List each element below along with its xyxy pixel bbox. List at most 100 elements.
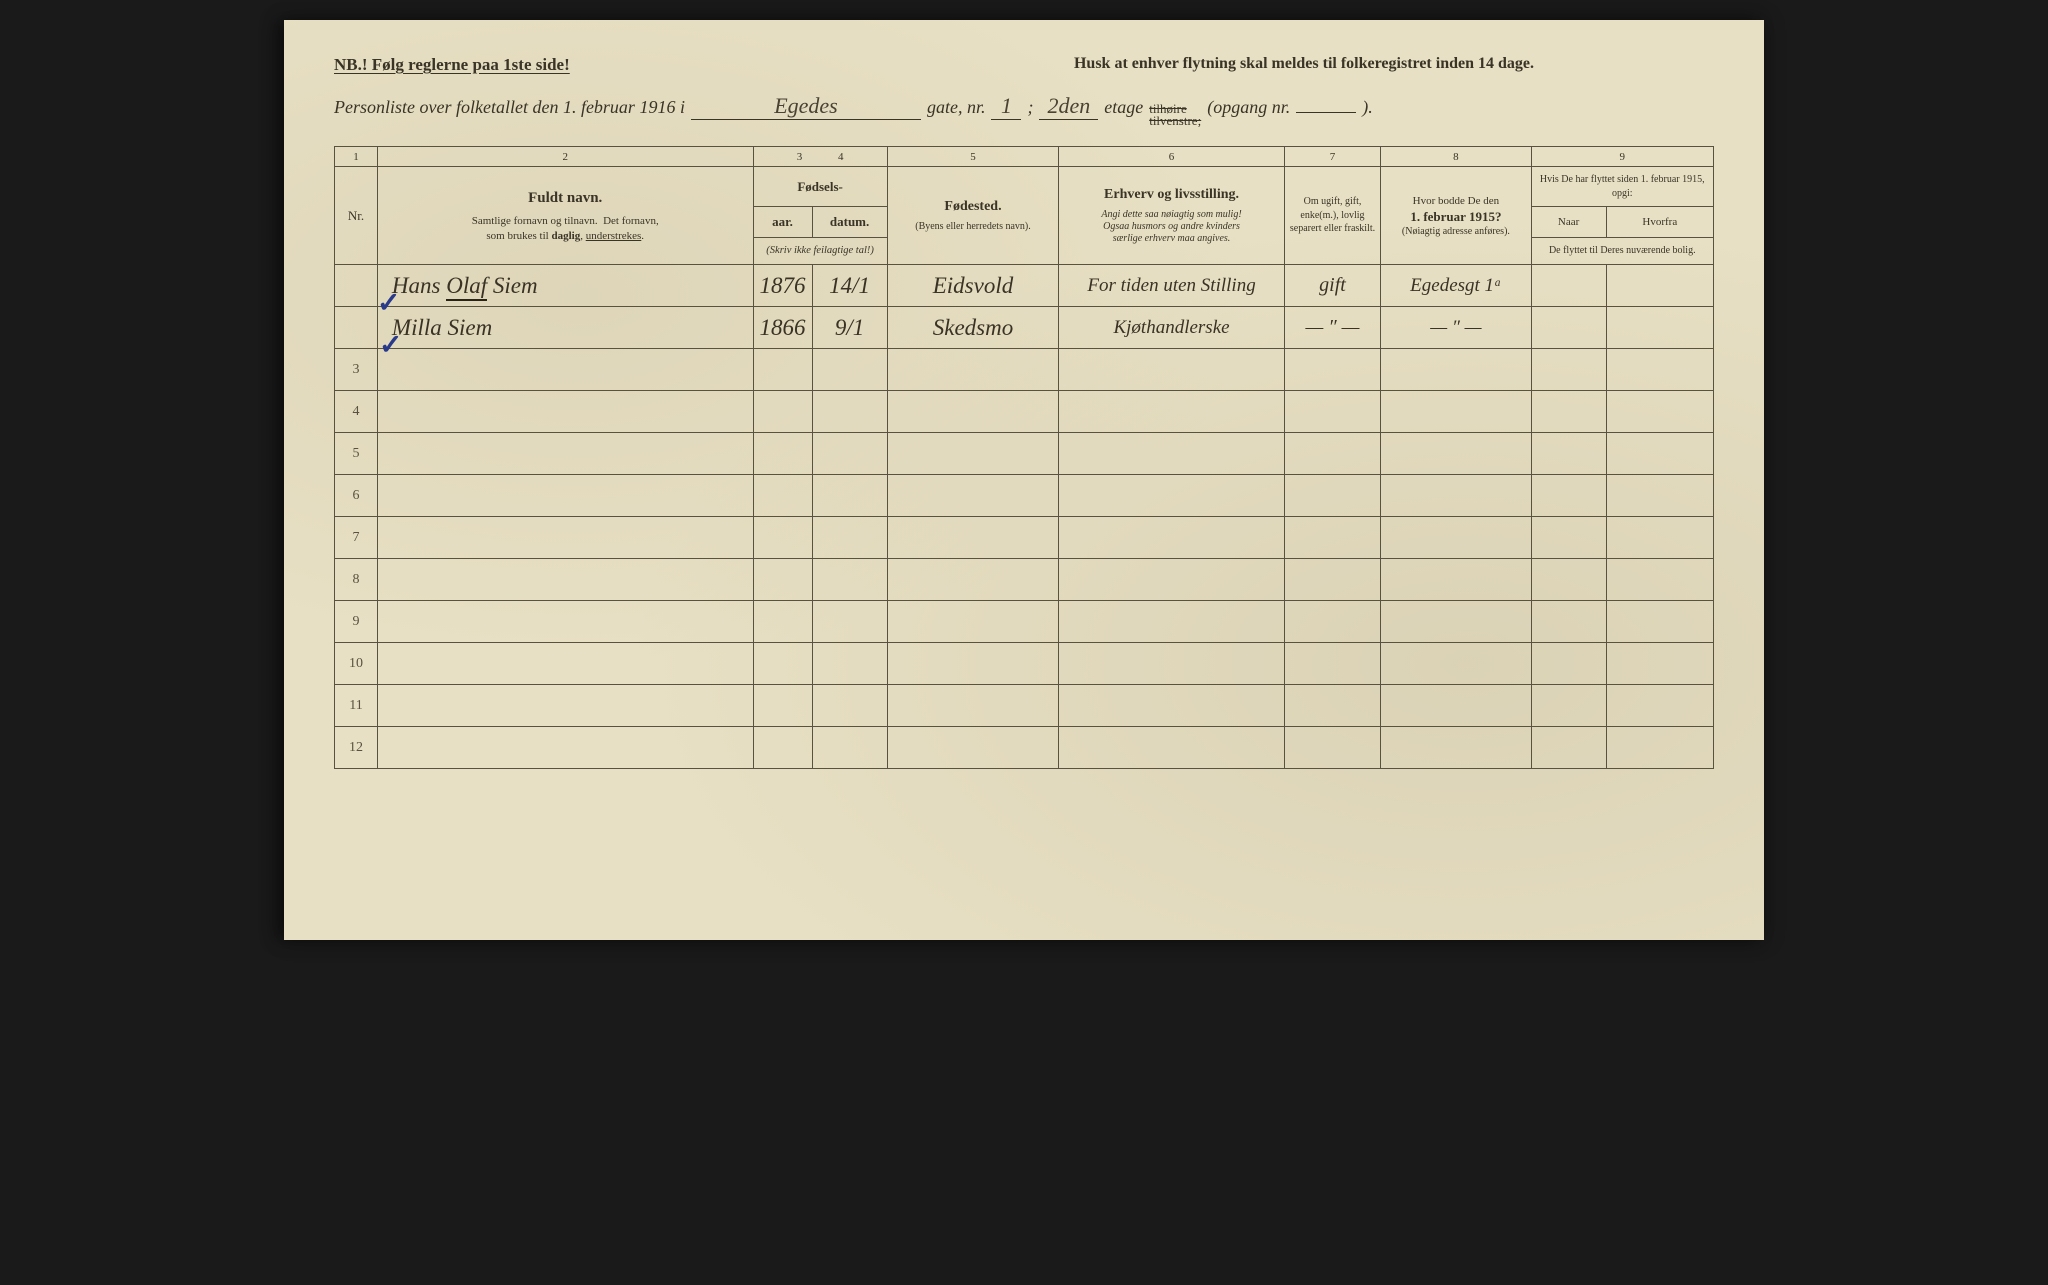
cell-ugift [1284, 601, 1381, 643]
cell-aar: 1866 [753, 307, 812, 349]
cell-fodested [887, 685, 1059, 727]
column-number-row: 1 2 3 4 5 6 7 8 9 [335, 147, 1714, 167]
cell-erhverv [1059, 601, 1284, 643]
cell-bodde [1381, 559, 1531, 601]
opgang-field [1296, 112, 1356, 113]
table-row: 8 [335, 559, 1714, 601]
cell-naar [1531, 643, 1606, 685]
table-row: 9 [335, 601, 1714, 643]
cell-naar [1531, 559, 1606, 601]
cell-navn: Milla Siem [377, 307, 753, 349]
cell-nr: 6 [335, 475, 378, 517]
colnum-34: 3 4 [753, 147, 887, 167]
cell-hvorfra [1606, 727, 1713, 769]
cell-nr: 12 [335, 727, 378, 769]
cell-navn [377, 517, 753, 559]
cell-hvorfra [1606, 685, 1713, 727]
header-row-1: Nr. Fuldt navn. Samtlige fornavn og tiln… [335, 167, 1714, 207]
cell-naar [1531, 307, 1606, 349]
cell-erhverv [1059, 349, 1284, 391]
cell-navn [377, 601, 753, 643]
cell-naar [1531, 601, 1606, 643]
cell-bodde: Egedesgt 1ᵃ [1381, 265, 1531, 307]
cell-nr: 8 [335, 559, 378, 601]
husk-reminder: Husk at enhver flytning skal meldes til … [1074, 55, 1534, 75]
table-row: 4 [335, 391, 1714, 433]
cell-bodde [1381, 391, 1531, 433]
cell-nr: 9 [335, 601, 378, 643]
cell-erhverv [1059, 475, 1284, 517]
cell-hvorfra [1606, 265, 1713, 307]
cell-erhverv [1059, 433, 1284, 475]
cell-navn [377, 643, 753, 685]
cell-bodde [1381, 685, 1531, 727]
cell-erhverv: For tiden uten Stilling [1059, 265, 1284, 307]
cell-hvorfra [1606, 643, 1713, 685]
table-row: 6 [335, 475, 1714, 517]
cell-datum [812, 517, 887, 559]
semicolon: ; [1027, 97, 1033, 118]
cell-aar [753, 559, 812, 601]
cell-hvorfra [1606, 475, 1713, 517]
cell-erhverv [1059, 517, 1284, 559]
th-naar: Naar [1531, 207, 1606, 238]
header-line-2: Personliste over folketallet den 1. febr… [334, 93, 1714, 126]
cell-erhverv [1059, 685, 1284, 727]
cell-aar [753, 391, 812, 433]
table-row: 10 [335, 643, 1714, 685]
th-aar: aar. [753, 207, 812, 238]
cell-navn [377, 349, 753, 391]
cell-hvorfra [1606, 307, 1713, 349]
cell-ugift [1284, 643, 1381, 685]
th-flyttet: Hvis De har flyttet siden 1. februar 191… [1531, 167, 1713, 207]
cell-fodested [887, 433, 1059, 475]
cell-nr: 4 [335, 391, 378, 433]
cell-aar: 1876 [753, 265, 812, 307]
personliste-label: Personliste over folketallet den 1. febr… [334, 97, 685, 118]
cell-fodested [887, 727, 1059, 769]
th-navn-title: Fuldt navn. [382, 188, 749, 208]
cell-aar [753, 433, 812, 475]
cell-bodde: — ″ — [1381, 307, 1531, 349]
cell-aar [753, 475, 812, 517]
cell-aar [753, 601, 812, 643]
cell-datum [812, 727, 887, 769]
cell-erhverv: Kjøthandlerske [1059, 307, 1284, 349]
th-skriv-ikke: (Skriv ikke feilagtige tal!) [753, 237, 887, 264]
gate-label: gate, nr. [927, 97, 986, 118]
table-row: 3 [335, 349, 1714, 391]
cell-fodested [887, 391, 1059, 433]
cell-nr: ✓ [335, 307, 378, 349]
th-navn-sub: Samtlige fornavn og tilnavn. Det fornavn… [382, 214, 749, 244]
opgang-label: (opgang nr. [1207, 97, 1290, 118]
cell-bodde [1381, 643, 1531, 685]
cell-fodested [887, 643, 1059, 685]
street-field: Egedes [691, 93, 921, 120]
table-row: ✓Hans Olaf Siem187614/1EidsvoldFor tiden… [335, 265, 1714, 307]
cell-ugift [1284, 391, 1381, 433]
colnum-1: 1 [335, 147, 378, 167]
th-navn: Fuldt navn. Samtlige fornavn og tilnavn.… [377, 167, 753, 265]
cell-datum [812, 433, 887, 475]
th-bodde: Hvor bodde De den 1. februar 1915? (Nøia… [1381, 167, 1531, 265]
cell-datum: 9/1 [812, 307, 887, 349]
cell-ugift [1284, 349, 1381, 391]
cell-ugift [1284, 433, 1381, 475]
cell-datum [812, 349, 887, 391]
cell-navn [377, 685, 753, 727]
cell-navn [377, 433, 753, 475]
table-row: 5 [335, 433, 1714, 475]
cell-naar [1531, 685, 1606, 727]
cell-nr: 11 [335, 685, 378, 727]
cell-fodested: Eidsvold [887, 265, 1059, 307]
cell-datum [812, 475, 887, 517]
nb-warning: NB.! Følg reglerne paa 1ste side! [334, 55, 570, 75]
cell-naar [1531, 433, 1606, 475]
colnum-6: 6 [1059, 147, 1284, 167]
cell-naar [1531, 475, 1606, 517]
cell-navn [377, 475, 753, 517]
data-rows: ✓Hans Olaf Siem187614/1EidsvoldFor tiden… [335, 265, 1714, 769]
cell-nr: ✓ [335, 265, 378, 307]
cell-hvorfra [1606, 349, 1713, 391]
cell-hvorfra [1606, 559, 1713, 601]
